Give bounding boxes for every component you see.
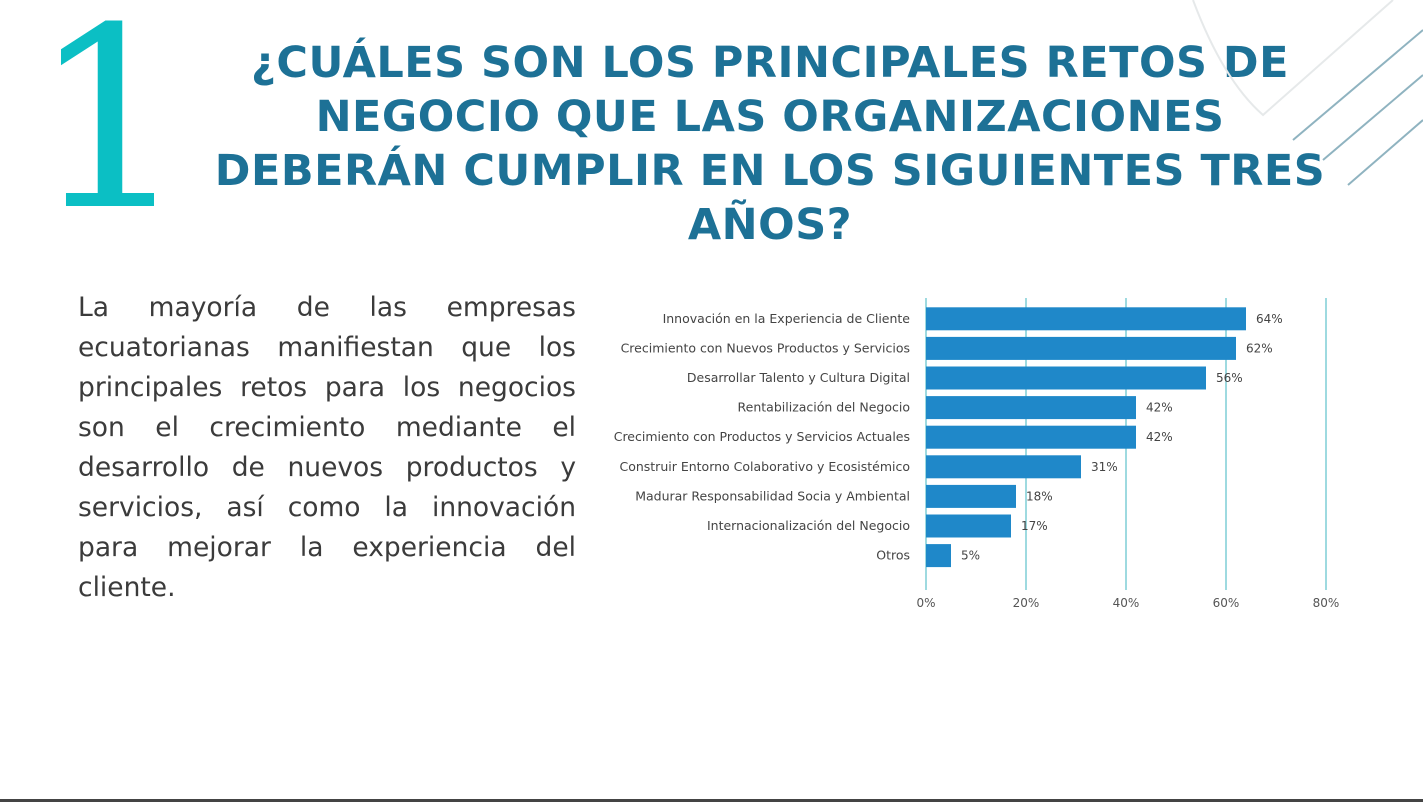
value-label: 64% — [1256, 312, 1283, 326]
category-label: Madurar Responsabilidad Socia y Ambienta… — [635, 488, 910, 503]
category-label: Crecimiento con Nuevos Productos y Servi… — [621, 340, 910, 355]
value-label: 42% — [1146, 401, 1173, 415]
x-tick-label: 80% — [1313, 596, 1340, 610]
category-label: Rentabilización del Negocio — [738, 400, 910, 415]
bottom-divider — [0, 799, 1423, 802]
x-tick-label: 60% — [1213, 596, 1240, 610]
category-label: Internacionalización del Negocio — [707, 518, 910, 533]
decorative-lines — [1192, 0, 1423, 186]
value-label: 56% — [1216, 371, 1243, 385]
slide-title: ¿CUÁLES SON LOS PRINCIPALES RETOS DE NEG… — [214, 38, 1326, 250]
value-label: 17% — [1021, 519, 1048, 533]
summary-paragraph: La mayoría de las empresas ecuatorianas … — [78, 292, 576, 603]
category-label: Desarrollar Talento y Cultura Digital — [687, 370, 910, 385]
category-label: Otros — [876, 548, 910, 563]
category-label: Innovación en la Experiencia de Cliente — [663, 311, 911, 326]
category-label: Crecimiento con Productos y Servicios Ac… — [614, 429, 910, 444]
bar — [926, 484, 1016, 508]
x-tick-label: 0% — [916, 596, 935, 610]
bar-chart: 0% 20% 40% 60% 80% Innovación en la Experienc… — [614, 298, 1340, 610]
bar — [926, 307, 1246, 331]
value-label: 42% — [1146, 430, 1173, 444]
bar — [926, 396, 1136, 420]
bar — [926, 425, 1136, 449]
value-label: 5% — [961, 549, 980, 563]
bar — [926, 514, 1011, 538]
bar — [926, 455, 1081, 479]
bar — [926, 366, 1206, 390]
value-label: 31% — [1091, 460, 1118, 474]
x-tick-label: 40% — [1113, 596, 1140, 610]
bar — [926, 336, 1236, 360]
value-label: 18% — [1026, 489, 1053, 503]
bar — [926, 544, 951, 568]
slide-number: 1 — [30, 0, 190, 265]
x-tick-label: 20% — [1013, 596, 1040, 610]
value-label: 62% — [1246, 341, 1273, 355]
category-label: Construir Entorno Colaborativo y Ecosist… — [619, 459, 910, 474]
